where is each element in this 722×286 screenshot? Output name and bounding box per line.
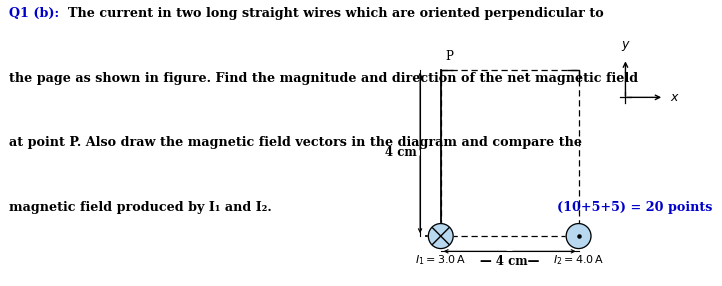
Text: $I_1 = 3.0\,\mathrm{A}$: $I_1 = 3.0\,\mathrm{A}$ (415, 253, 466, 267)
Text: — 4 cm—: — 4 cm— (480, 255, 539, 269)
Text: the page as shown in figure. Find the magnitude and direction of the net magneti: the page as shown in figure. Find the ma… (9, 72, 638, 85)
Text: magnetic field produced by I₁ and I₂.: magnetic field produced by I₁ and I₂. (9, 201, 272, 214)
Circle shape (566, 224, 591, 249)
Text: at point P. Also draw the magnetic field vectors in the diagram and compare the: at point P. Also draw the magnetic field… (9, 136, 583, 149)
Text: Q1 (b):: Q1 (b): (9, 7, 59, 20)
Text: (10+5+5) = 20 points: (10+5+5) = 20 points (557, 201, 713, 214)
Circle shape (428, 224, 453, 249)
Text: The current in two long straight wires which are oriented perpendicular to: The current in two long straight wires w… (59, 7, 604, 20)
Text: P: P (445, 50, 453, 63)
Text: $x$: $x$ (669, 91, 679, 104)
Text: $I_2 = 4.0\,\mathrm{A}$: $I_2 = 4.0\,\mathrm{A}$ (553, 253, 604, 267)
Text: 4 cm: 4 cm (385, 146, 417, 159)
Text: $y$: $y$ (620, 39, 630, 53)
